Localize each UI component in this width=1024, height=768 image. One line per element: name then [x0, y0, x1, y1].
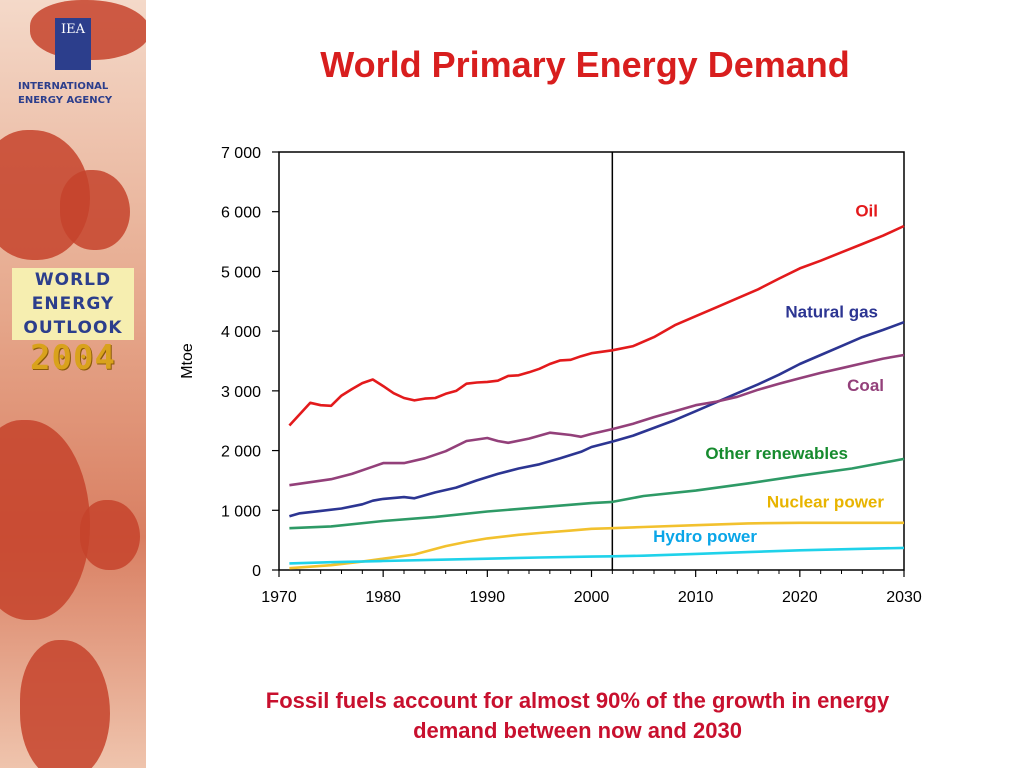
- x-tick-label: 2020: [782, 589, 818, 606]
- series-label-natural-gas: Natural gas: [785, 302, 878, 321]
- y-tick-label: 1 000: [221, 503, 261, 520]
- series-line-hydro-power: [289, 546, 905, 565]
- y-tick-label: 3 000: [221, 384, 261, 401]
- badge-line2: ENERGY: [12, 292, 134, 316]
- y-tick-label: 4 000: [221, 324, 261, 341]
- y-axis-label: Mtoe: [179, 343, 196, 379]
- footnote: Fossil fuels account for almost 90% of t…: [170, 686, 985, 746]
- y-tick-label: 0: [252, 563, 261, 580]
- footnote-line1: Fossil fuels account for almost 90% of t…: [265, 688, 890, 713]
- series-line-other-renewables: [289, 457, 905, 530]
- iea-logo-icon: IEA: [55, 18, 91, 70]
- x-tick-label: 1980: [365, 589, 401, 606]
- y-tick-label: 6 000: [221, 205, 261, 222]
- x-tick-label: 2000: [574, 589, 610, 606]
- badge-line1: WORLD: [12, 268, 134, 292]
- series-line-natural-gas: [289, 320, 905, 518]
- world-energy-outlook-badge: WORLD ENERGY OUTLOOK 2004: [8, 268, 138, 394]
- agency-name-line2: ENERGY AGENCY: [18, 95, 113, 106]
- series-line-oil: [288, 224, 905, 427]
- series-labels: Oil Natural gas Coal Other renewables Nuclea…: [653, 201, 884, 545]
- series-label-oil: Oil: [855, 201, 878, 220]
- agency-name: INTERNATIONAL ENERGY AGENCY: [18, 80, 138, 108]
- iea-logo-text: IEA: [60, 22, 85, 37]
- x-tick-label: 2010: [678, 589, 714, 606]
- sidebar: IEA INTERNATIONAL ENERGY AGENCY WORLD EN…: [0, 0, 146, 768]
- agency-name-line1: INTERNATIONAL: [18, 81, 109, 92]
- y-tick-label: 5 000: [221, 264, 261, 281]
- badge-year: 2004: [30, 338, 116, 378]
- series-line-coal: [289, 353, 905, 487]
- series-label-hydro-power: Hydro power: [653, 527, 757, 546]
- badge-line3: OUTLOOK: [12, 316, 134, 340]
- x-tick-label: 2030: [886, 589, 922, 606]
- x-tick-label: 1990: [470, 589, 506, 606]
- series-label-other-renewables: Other renewables: [705, 444, 848, 463]
- series-label-coal: Coal: [847, 376, 884, 395]
- energy-demand-chart: 0 1 000 2 000 3 000 4 000 5 000 6 000 7 000 1970…: [179, 145, 922, 606]
- y-tick-label: 7 000: [221, 145, 261, 162]
- slide-title: World Primary Energy Demand: [320, 44, 850, 85]
- x-tick-label: 1970: [261, 589, 297, 606]
- axes: 0 1 000 2 000 3 000 4 000 5 000 6 000 7 000 1970…: [179, 145, 922, 606]
- footnote-line2: demand between now and 2030: [413, 718, 742, 743]
- series-lines: [288, 224, 905, 570]
- series-label-nuclear-power: Nuclear power: [767, 492, 885, 511]
- series-line-nuclear-power: [289, 521, 904, 570]
- y-tick-label: 2 000: [221, 444, 261, 461]
